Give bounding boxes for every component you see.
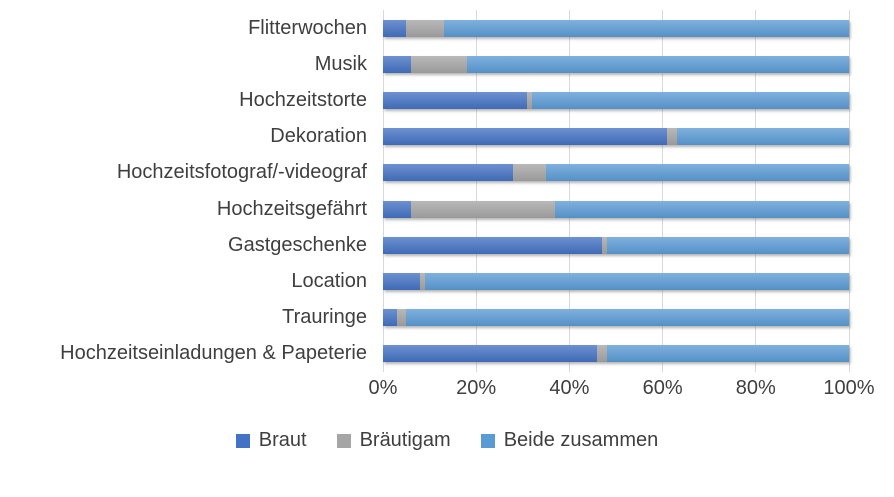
legend-item-braeutigam: Bräutigam xyxy=(336,429,451,452)
bar-segment-braut xyxy=(383,273,421,291)
legend-item-beide-zusammen: Beide zusammen xyxy=(480,429,659,452)
bar-row xyxy=(383,155,849,191)
gridline xyxy=(382,10,384,372)
category-label: Hochzeitsfotograf/-videograf xyxy=(116,161,367,184)
plot-area xyxy=(382,10,850,372)
x-tick-label: 40% xyxy=(549,377,590,399)
x-tick-label: 100% xyxy=(823,377,875,399)
stacked-bar xyxy=(383,200,849,218)
category-label: Musik xyxy=(314,52,367,75)
category-label: Location xyxy=(291,270,367,293)
bar-segment-braeutigam xyxy=(602,236,607,254)
x-axis: 0% 20% 40% 60% 80% 100% xyxy=(369,377,875,405)
stacked-bar xyxy=(383,92,849,109)
beide-zusammen-swatch-icon xyxy=(480,433,495,448)
bars-area xyxy=(383,10,849,372)
legend-label-braeutigam: Bräutigam xyxy=(359,429,451,451)
x-tick-label: 60% xyxy=(642,377,683,399)
bar-row xyxy=(383,191,849,227)
gridline xyxy=(475,10,477,372)
bar-row xyxy=(383,82,849,118)
bar-segment-braut xyxy=(383,309,397,327)
stacked-bar xyxy=(383,236,849,254)
category-label: Hochzeitsgefährt xyxy=(216,197,367,220)
bar-segment-braut xyxy=(383,55,411,73)
bar-segment-braeutigam xyxy=(410,55,467,73)
category-label: Hochzeitstorte xyxy=(239,89,367,111)
braut-swatch-icon xyxy=(235,433,250,448)
bar-row xyxy=(383,10,849,46)
bar-segment-beide-zusammen xyxy=(606,345,849,363)
gridline xyxy=(848,10,850,372)
bar-row xyxy=(383,227,849,263)
bar-segment-braeutigam xyxy=(420,273,425,291)
bar-segment-braeutigam xyxy=(513,164,547,182)
stacked-bar xyxy=(383,55,849,73)
bar-segment-braut xyxy=(383,164,514,182)
category-label: Trauringe xyxy=(282,306,367,329)
bar-segment-beide-zusammen xyxy=(555,200,849,218)
bar-segment-braeutigam xyxy=(527,92,533,109)
bar-segment-beide-zusammen xyxy=(466,55,849,73)
bar-segment-braeutigam xyxy=(597,345,607,363)
legend-item-braut: Braut xyxy=(235,429,307,452)
legend: Braut Bräutigam Beide zusammen xyxy=(0,429,894,452)
category-labels: Flitterwochen Musik Hochzeitstorte Dekorati… xyxy=(0,10,376,372)
stacked-bar xyxy=(383,273,849,291)
braeutigam-swatch-icon xyxy=(336,433,351,448)
gridline xyxy=(755,10,757,372)
category-label: Dekoration xyxy=(270,125,367,148)
bar-segment-braut xyxy=(383,345,598,363)
bar-row xyxy=(383,336,849,372)
stacked-bar xyxy=(383,164,849,182)
bar-segment-beide-zusammen xyxy=(676,128,849,146)
stacked-bar xyxy=(383,128,849,146)
bar-segment-braeutigam xyxy=(667,128,677,146)
bar-segment-braut xyxy=(383,92,528,109)
bar-row xyxy=(383,300,849,336)
legend-label-beide-zusammen: Beide zusammen xyxy=(503,429,659,451)
stacked-bar xyxy=(383,19,849,37)
bar-segment-beide-zusammen xyxy=(443,19,849,37)
category-label: Flitterwochen xyxy=(248,16,367,39)
bar-segment-braut xyxy=(383,236,603,254)
bar-segment-beide-zusammen xyxy=(546,164,849,182)
bar-segment-beide-zusammen xyxy=(532,92,849,109)
bar-row xyxy=(383,263,849,299)
bar-segment-braeutigam xyxy=(396,309,407,327)
x-tick-label: 0% xyxy=(368,377,398,399)
category-label: Gastgeschenke xyxy=(228,233,367,256)
bar-segment-beide-zusammen xyxy=(424,273,849,291)
bar-segment-beide-zusammen xyxy=(406,309,849,327)
bar-segment-braut xyxy=(383,19,407,37)
gridline xyxy=(662,10,664,372)
stacked-bar xyxy=(383,345,849,363)
x-tick-label: 80% xyxy=(735,377,776,399)
category-label: Hochzeitseinladungen & Papeterie xyxy=(60,342,367,365)
gridline xyxy=(568,10,570,372)
stacked-bar xyxy=(383,309,849,327)
bar-row xyxy=(383,46,849,82)
bar-segment-braeutigam xyxy=(410,200,556,218)
legend-label-braut: Braut xyxy=(258,429,307,451)
x-tick-label: 20% xyxy=(456,377,497,399)
bar-segment-braut xyxy=(383,128,668,146)
bar-segment-braeutigam xyxy=(406,19,444,37)
bar-segment-beide-zusammen xyxy=(606,236,849,254)
bar-segment-braut xyxy=(383,200,411,218)
bar-row xyxy=(383,119,849,155)
